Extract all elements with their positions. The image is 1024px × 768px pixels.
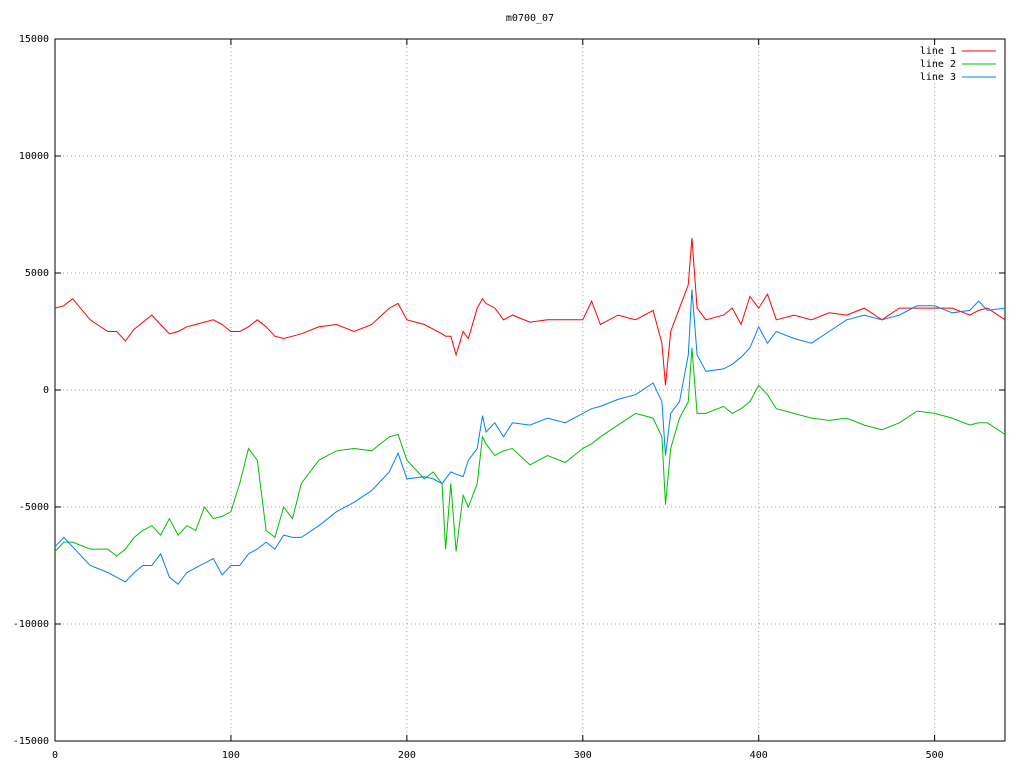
data-line: [54, 347, 1006, 557]
y-tick-label: 15000: [19, 34, 49, 45]
y-tick-label: 5000: [25, 268, 49, 279]
y-tick-label: -15000: [13, 736, 49, 747]
y-tick-label: 10000: [19, 151, 49, 162]
x-tick-label: 100: [222, 750, 240, 761]
plot-frame: [54, 38, 1006, 742]
data-line: [54, 289, 1006, 585]
x-tick-label: 300: [574, 750, 592, 761]
y-tick-label: -5000: [19, 502, 49, 513]
y-tick-label: -10000: [13, 619, 49, 630]
legend-label: line 1: [920, 46, 956, 57]
x-tick-label: 500: [926, 750, 944, 761]
y-tick-label: 0: [43, 385, 49, 396]
x-tick-label: 400: [750, 750, 768, 761]
legend-label: line 3: [920, 72, 956, 83]
legend-label: line 2: [920, 59, 956, 70]
x-tick-label: 200: [398, 750, 416, 761]
data-line: [54, 237, 1006, 386]
chart-title: m0700_07: [506, 13, 554, 24]
x-tick-label: 0: [52, 750, 58, 761]
